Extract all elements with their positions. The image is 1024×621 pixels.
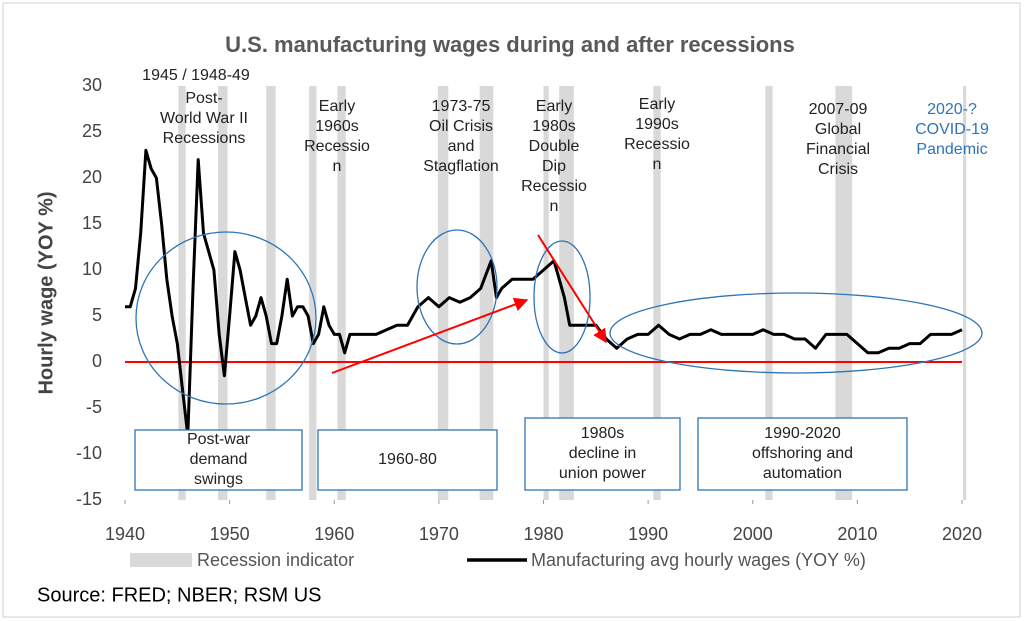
box-text: swings <box>194 471 243 488</box>
recession-band <box>178 86 186 500</box>
x-tick-label: 1950 <box>210 524 250 544</box>
arrow <box>331 297 529 374</box>
y-tick-label: -15 <box>76 489 102 509</box>
annotation: 2007-09 <box>809 101 868 118</box>
y-tick-label: 20 <box>82 167 102 187</box>
annotation: and <box>448 138 475 155</box>
y-axis-label: Hourly wage (YOY %) <box>35 191 57 394</box>
ellipse <box>135 231 317 405</box>
y-tick-label: -10 <box>76 443 102 463</box>
recession-band <box>218 86 228 500</box>
annotation: Pandemic <box>916 141 987 158</box>
text-box <box>134 429 303 491</box>
annotation: Global <box>815 121 861 138</box>
annotation: World War II <box>160 110 248 127</box>
arrow <box>537 234 607 344</box>
text-box <box>524 417 681 491</box>
box-text: 1980s <box>581 425 625 442</box>
legend-label: Manufacturing avg hourly wages (YOY %) <box>531 550 866 570</box>
annotation: 1980s <box>532 118 576 135</box>
recession-band <box>963 86 967 500</box>
annotation: Recessio <box>624 136 690 153</box>
annotation: Early <box>536 98 572 115</box>
annotation: 1960s <box>315 118 359 135</box>
recession-band <box>337 86 346 500</box>
annotation: n <box>550 198 559 215</box>
x-tick-label: 1940 <box>105 524 145 544</box>
overlays <box>135 229 983 405</box>
annotation: Double <box>529 138 580 155</box>
annotation: Early <box>319 98 355 115</box>
y-tick-label: -5 <box>86 397 102 417</box>
x-tick-label: 1970 <box>419 524 459 544</box>
text-box <box>697 417 908 491</box>
annotation: n <box>333 158 342 175</box>
ellipse <box>416 229 498 345</box>
x-tick-label: 1980 <box>523 524 563 544</box>
box-text: 1990-2020 <box>764 425 841 442</box>
text-box <box>317 429 498 491</box>
annotation: 1990s <box>635 116 679 133</box>
annotation: Recessio <box>521 178 587 195</box>
series-line <box>125 148 963 438</box>
y-tick-label: 30 <box>82 75 102 95</box>
recession-band <box>266 86 276 500</box>
ellipse <box>609 292 983 374</box>
recession-band <box>543 86 549 500</box>
y-tick-label: 10 <box>82 259 102 279</box>
x-tick-label: 1960 <box>314 524 354 544</box>
annotation: Recessions <box>163 130 246 147</box>
annotation: COVID-19 <box>915 121 989 138</box>
recession-band <box>437 86 449 500</box>
annotation: Post- <box>185 90 222 107</box>
annotation: 1973-75 <box>432 98 491 115</box>
annotation: Financial <box>806 141 870 158</box>
box-text: Post-war <box>187 431 251 448</box>
annotation: 1945 / 1948-49 <box>142 67 250 84</box>
recession-band <box>559 86 574 500</box>
ellipse <box>533 240 591 354</box>
y-tick-label: 25 <box>82 121 102 141</box>
annotation: Oil Crisis <box>429 118 493 135</box>
recession-band <box>835 86 853 500</box>
recession-band <box>479 86 494 500</box>
y-tick-label: 5 <box>92 305 102 325</box>
annotation: Dip <box>542 158 566 175</box>
box-text: automation <box>763 465 842 482</box>
annotation: Recessio <box>304 138 370 155</box>
y-tick-label: 0 <box>92 351 102 371</box>
x-tick-label: 2010 <box>837 524 877 544</box>
y-tick-label: 15 <box>82 213 102 233</box>
x-tick-label: 1990 <box>628 524 668 544</box>
source: Source: FRED; NBER; RSM US <box>37 584 322 606</box>
recession-band <box>653 86 661 500</box>
legend-label: Recession indicator <box>197 550 354 570</box>
annotation: Crisis <box>818 161 858 178</box>
annotation: Early <box>639 96 675 113</box>
annotation: Stagflation <box>423 158 499 175</box>
box-text: offshoring and <box>752 445 853 462</box>
x-tick-label: 2000 <box>733 524 773 544</box>
box-text: decline in <box>569 445 637 462</box>
legend-swatch <box>130 553 192 567</box>
annotation: n <box>653 156 662 173</box>
box-text: demand <box>190 451 248 468</box>
box-text: union power <box>559 465 647 482</box>
x-tick-label: 2020 <box>942 524 982 544</box>
annotation: 2020-? <box>927 101 977 118</box>
chart-title: U.S. manufacturing wages during and afte… <box>225 32 795 57</box>
box-text: 1960-80 <box>378 451 437 468</box>
